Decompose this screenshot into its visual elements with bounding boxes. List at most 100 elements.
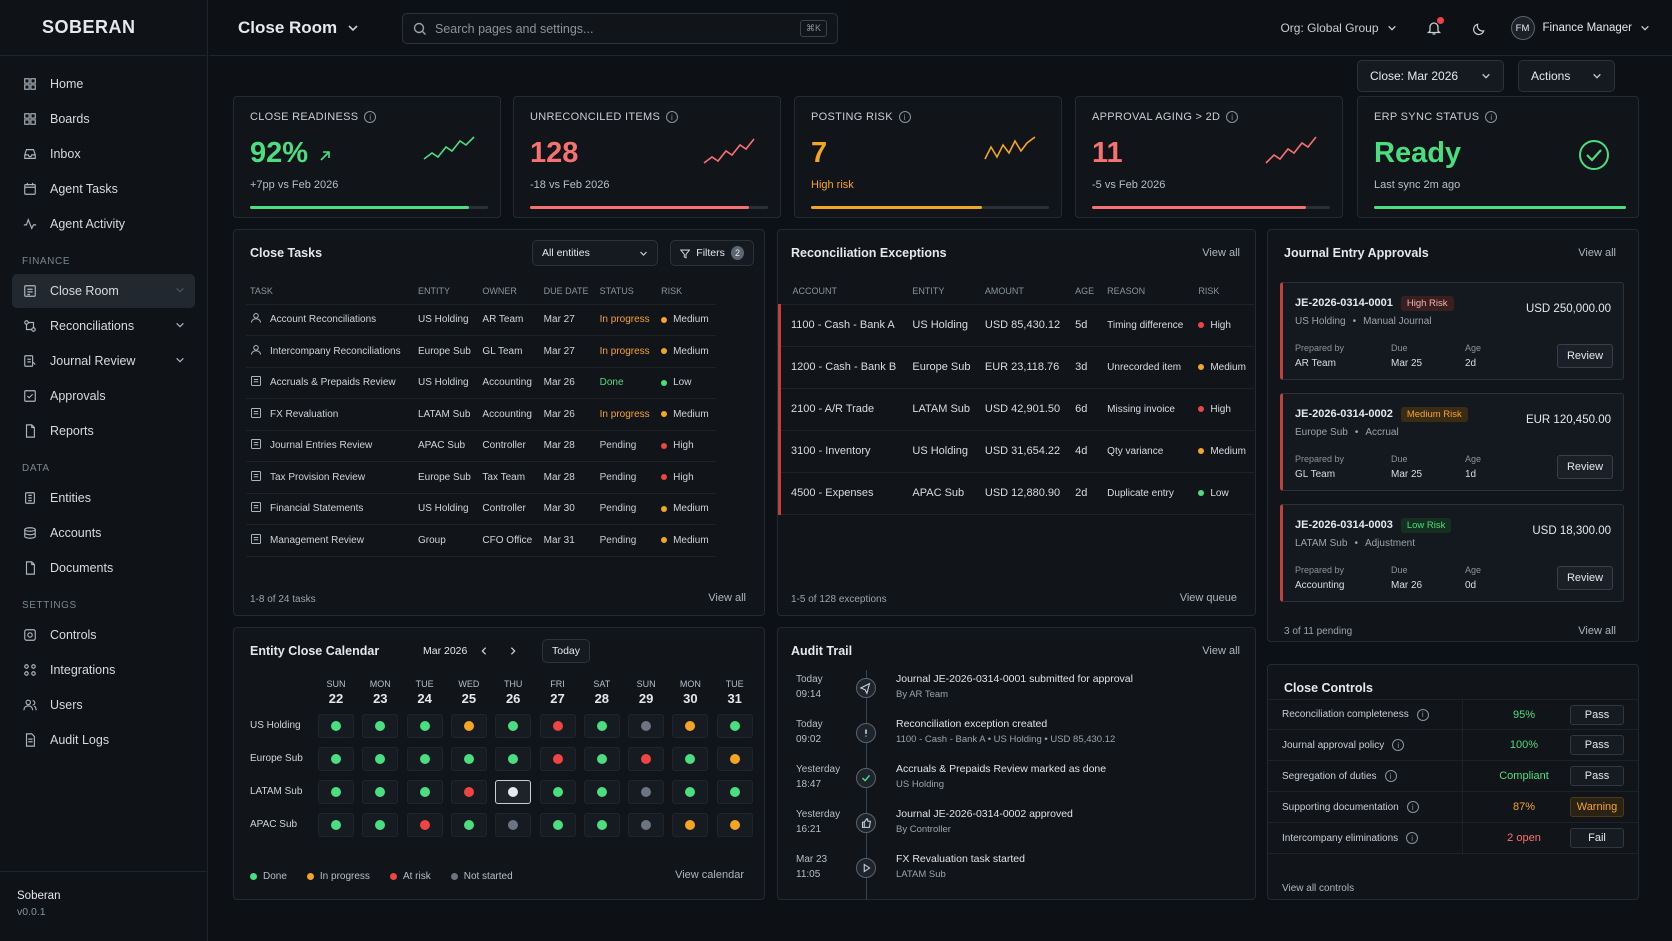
- table-row[interactable]: 3100 - Inventory US Holding USD 31,654.22 4…: [778, 430, 1254, 473]
- calendar-cell[interactable]: [406, 714, 443, 738]
- info-icon[interactable]: i: [1406, 832, 1419, 844]
- calendar-cell[interactable]: [628, 780, 665, 804]
- entity-filter-select[interactable]: All entities: [532, 240, 658, 266]
- table-row[interactable]: Management Review Group CFO Office Mar 31 Pe…: [246, 524, 716, 557]
- calendar-cell[interactable]: [450, 714, 487, 738]
- calendar-cell[interactable]: [672, 747, 709, 771]
- journal-entry-card[interactable]: JE-2026-0314-0002 Medium Risk EUR 120,450.…: [1280, 393, 1624, 491]
- view-calendar-link[interactable]: View calendar: [675, 869, 744, 881]
- calendar-cell[interactable]: [539, 747, 576, 771]
- table-row[interactable]: Account Reconciliations US Holding AR Team…: [246, 304, 716, 336]
- info-icon[interactable]: i: [1416, 708, 1429, 721]
- journal-entry-card[interactable]: JE-2026-0314-0003 Low Risk USD 18,300.00 LA…: [1280, 504, 1624, 602]
- calendar-prev-button[interactable]: [474, 641, 494, 661]
- calendar-cell[interactable]: [716, 747, 753, 771]
- table-row[interactable]: Tax Provision Review Europe Sub Tax Team Ma…: [246, 461, 716, 494]
- calendar-cell[interactable]: [583, 747, 620, 771]
- calendar-cell[interactable]: [716, 813, 753, 837]
- calendar-cell[interactable]: [495, 780, 532, 804]
- calendar-cell[interactable]: [495, 813, 532, 837]
- table-row[interactable]: 2100 - A/R Trade LATAM Sub USD 42,901.50 6d…: [778, 388, 1254, 431]
- table-row[interactable]: 4500 - Expenses APAC Sub USD 12,880.90 2d Du…: [778, 472, 1254, 515]
- sidebar-item-reconciliations[interactable]: Reconciliations: [12, 309, 195, 343]
- audit-entry[interactable]: FX Revaluation task started LATAM Sub: [896, 853, 1025, 880]
- info-icon[interactable]: i: [1384, 770, 1397, 782]
- calendar-cell[interactable]: [406, 813, 443, 837]
- sidebar-item-approvals[interactable]: Approvals: [12, 379, 195, 413]
- close-period-select[interactable]: Close: Mar 2026: [1357, 60, 1504, 92]
- table-row[interactable]: Accruals & Prepaids Review US Holding Acco…: [246, 367, 716, 399]
- actions-button[interactable]: Actions: [1518, 60, 1615, 92]
- calendar-cell[interactable]: [318, 714, 354, 738]
- calendar-cell[interactable]: [583, 813, 620, 837]
- kpi-card-close-readiness[interactable]: CLOSE READINESS i 92% +7pp vs Feb 2026: [233, 96, 501, 218]
- review-button[interactable]: Review: [1557, 566, 1613, 590]
- table-row[interactable]: Intercompany Reconciliations Europe Sub GL…: [246, 335, 716, 368]
- info-icon[interactable]: i: [1485, 111, 1498, 123]
- calendar-cell[interactable]: [628, 813, 665, 837]
- calendar-today-button[interactable]: Today: [542, 639, 590, 663]
- sidebar-item-agent-tasks[interactable]: Agent Tasks: [12, 172, 195, 206]
- sidebar-item-controls[interactable]: Controls: [12, 618, 195, 652]
- kpi-card-posting-risk[interactable]: POSTING RISK i 7 High risk: [794, 96, 1062, 218]
- sidebar-item-accounts[interactable]: Accounts: [12, 516, 195, 550]
- search-input[interactable]: [435, 21, 800, 36]
- kpi-card-erp-sync-status[interactable]: ERP SYNC STATUS i Ready Last sync 2m ago: [1357, 96, 1639, 218]
- filters-button[interactable]: Filters 2: [670, 240, 754, 266]
- notifications-button[interactable]: [1419, 13, 1449, 43]
- journal-view-all-link[interactable]: View all: [1578, 247, 1616, 259]
- calendar-cell[interactable]: [628, 747, 665, 771]
- audit-entry[interactable]: Accruals & Prepaids Review marked as don…: [896, 763, 1106, 790]
- info-icon[interactable]: i: [1406, 801, 1419, 813]
- audit-entry[interactable]: Journal JE-2026-0314-0002 approved By Con…: [896, 808, 1073, 835]
- calendar-cell[interactable]: [318, 747, 354, 771]
- sidebar-item-home[interactable]: Home: [12, 67, 195, 101]
- org-switcher[interactable]: Org: Global Group: [1280, 21, 1396, 35]
- calendar-cell[interactable]: [672, 813, 709, 837]
- review-button[interactable]: Review: [1557, 344, 1613, 368]
- journal-entry-card[interactable]: JE-2026-0314-0001 High Risk USD 250,000.00…: [1280, 282, 1624, 380]
- info-icon[interactable]: i: [666, 111, 679, 123]
- table-row[interactable]: Financial Statements US Holding Controller…: [246, 493, 716, 525]
- table-row[interactable]: 1200 - Cash - Bank B Europe Sub EUR 23,118…: [778, 346, 1254, 389]
- table-row[interactable]: FX Revaluation LATAM Sub Accounting Mar 26 I…: [246, 398, 716, 431]
- sidebar-item-integrations[interactable]: Integrations: [12, 653, 195, 687]
- tasks-view-all-link[interactable]: View all: [708, 592, 746, 604]
- calendar-cell[interactable]: [495, 747, 532, 771]
- kpi-card-unreconciled-items[interactable]: UNRECONCILED ITEMS i 128 -18 vs Feb 2026: [513, 96, 781, 218]
- calendar-cell[interactable]: [672, 714, 709, 738]
- calendar-cell[interactable]: [716, 714, 753, 738]
- calendar-cell[interactable]: [450, 813, 487, 837]
- calendar-cell[interactable]: [318, 813, 354, 837]
- page-title[interactable]: Close Room: [238, 18, 359, 38]
- calendar-cell[interactable]: [362, 813, 399, 837]
- calendar-cell[interactable]: [362, 747, 399, 771]
- audit-entry[interactable]: Journal JE-2026-0314-0001 submitted for …: [896, 673, 1133, 700]
- sidebar-item-boards[interactable]: Boards: [12, 102, 195, 136]
- view-all-controls-link[interactable]: View all controls: [1282, 883, 1355, 894]
- table-row[interactable]: 1100 - Cash - Bank A US Holding USD 85,430…: [778, 304, 1254, 347]
- audit-entry[interactable]: Reconciliation exception created 1100 - C…: [896, 718, 1115, 745]
- sidebar-item-users[interactable]: Users: [12, 688, 195, 722]
- calendar-cell[interactable]: [406, 780, 443, 804]
- control-row[interactable]: Segregation of duties i Compliant Pass: [1268, 761, 1638, 792]
- calendar-cell[interactable]: [539, 780, 576, 804]
- user-menu[interactable]: FM Finance Manager: [1510, 16, 1651, 40]
- calendar-cell[interactable]: [583, 714, 620, 738]
- info-icon[interactable]: i: [364, 111, 377, 123]
- control-row[interactable]: Journal approval policy i 100% Pass: [1268, 730, 1638, 761]
- kpi-card-approval-aging-2d[interactable]: APPROVAL AGING > 2D i 11 -5 vs Feb 2026: [1075, 96, 1343, 218]
- calendar-cell[interactable]: [539, 813, 576, 837]
- calendar-cell[interactable]: [539, 714, 576, 738]
- calendar-cell[interactable]: [716, 780, 753, 804]
- calendar-cell[interactable]: [450, 747, 487, 771]
- calendar-cell[interactable]: [362, 780, 399, 804]
- theme-toggle-button[interactable]: [1465, 13, 1495, 43]
- sidebar-item-audit-logs[interactable]: Audit Logs: [12, 723, 195, 757]
- info-icon[interactable]: i: [1226, 111, 1239, 123]
- calendar-cell[interactable]: [318, 780, 354, 804]
- control-row[interactable]: Reconciliation completeness i 95% Pass: [1268, 699, 1638, 730]
- calendar-cell[interactable]: [495, 714, 532, 738]
- info-icon[interactable]: i: [1392, 739, 1405, 751]
- recon-view-all-link[interactable]: View all: [1202, 247, 1240, 259]
